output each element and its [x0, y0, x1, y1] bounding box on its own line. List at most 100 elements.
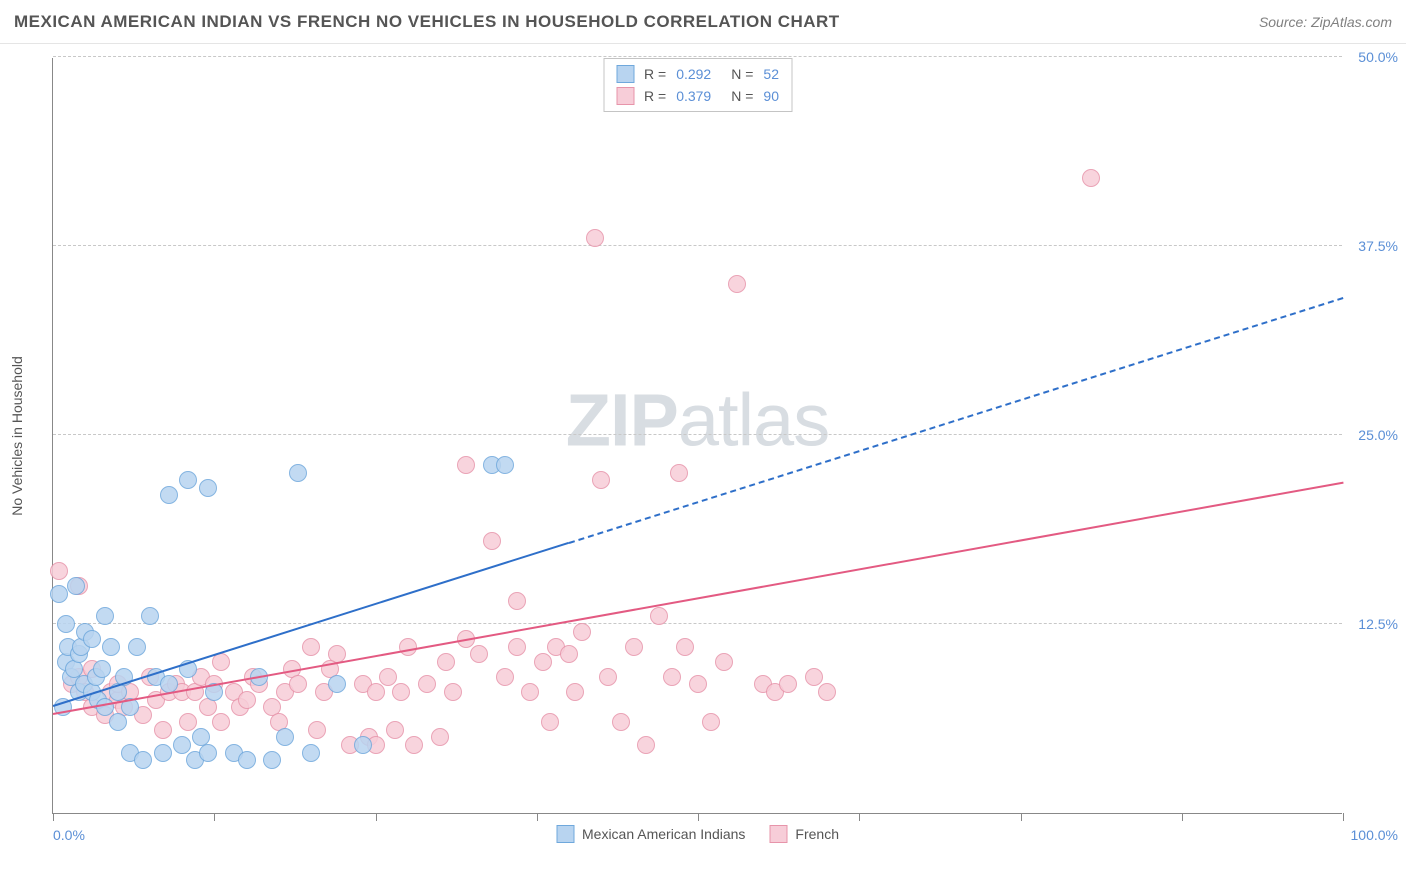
data-point	[83, 630, 101, 648]
legend-row: R =0.292N =52	[616, 63, 779, 85]
data-point	[379, 668, 397, 686]
source-link[interactable]: ZipAtlas.com	[1311, 14, 1392, 30]
data-point	[566, 683, 584, 701]
data-point	[670, 464, 688, 482]
data-point	[160, 486, 178, 504]
data-point	[128, 638, 146, 656]
scatter-plot: ZIPatlas No Vehicles in Household R =0.2…	[52, 58, 1342, 814]
x-tick	[1021, 813, 1022, 821]
data-point	[637, 736, 655, 754]
legend-item: Mexican American Indians	[556, 825, 745, 843]
data-point	[521, 683, 539, 701]
data-point	[560, 645, 578, 663]
x-tick	[537, 813, 538, 821]
data-point	[470, 645, 488, 663]
data-point	[599, 668, 617, 686]
data-point	[96, 698, 114, 716]
data-point	[728, 275, 746, 293]
data-point	[289, 675, 307, 693]
data-point	[50, 585, 68, 603]
data-point	[431, 728, 449, 746]
data-point	[141, 607, 159, 625]
data-point	[663, 668, 681, 686]
legend-swatch	[616, 87, 634, 105]
data-point	[109, 713, 127, 731]
data-point	[93, 660, 111, 678]
data-point	[50, 562, 68, 580]
y-tick-label: 37.5%	[1348, 238, 1398, 254]
data-point	[702, 713, 720, 731]
data-point	[179, 471, 197, 489]
x-tick	[1182, 813, 1183, 821]
data-point	[392, 683, 410, 701]
y-tick-label: 25.0%	[1348, 427, 1398, 443]
x-tick	[859, 813, 860, 821]
data-point	[179, 713, 197, 731]
data-point	[586, 229, 604, 247]
data-point	[444, 683, 462, 701]
data-point	[418, 675, 436, 693]
series-legend: Mexican American Indians French	[556, 825, 839, 843]
x-axis-min-label: 0.0%	[53, 827, 85, 843]
y-axis-title: No Vehicles in Household	[9, 356, 25, 516]
x-tick	[698, 813, 699, 821]
grid-line	[53, 245, 1342, 246]
data-point	[367, 683, 385, 701]
watermark: ZIPatlas	[566, 378, 829, 463]
data-point	[689, 675, 707, 693]
data-point	[508, 638, 526, 656]
legend-swatch	[616, 65, 634, 83]
data-point	[625, 638, 643, 656]
data-point	[715, 653, 733, 671]
data-point	[541, 713, 559, 731]
data-point	[1082, 169, 1100, 187]
data-point	[496, 456, 514, 474]
legend-swatch	[556, 825, 574, 843]
x-tick	[1343, 813, 1344, 821]
data-point	[154, 721, 172, 739]
data-point	[96, 607, 114, 625]
y-tick-label: 12.5%	[1348, 616, 1398, 632]
legend-swatch	[769, 825, 787, 843]
data-point	[173, 736, 191, 754]
data-point	[134, 751, 152, 769]
data-point	[779, 675, 797, 693]
data-point	[612, 713, 630, 731]
data-point	[399, 638, 417, 656]
data-point	[276, 728, 294, 746]
source-attribution: Source: ZipAtlas.com	[1259, 14, 1392, 30]
grid-line	[53, 623, 1342, 624]
legend-row: R =0.379N =90	[616, 85, 779, 107]
data-point	[263, 751, 281, 769]
grid-line	[53, 56, 1342, 57]
x-tick	[53, 813, 54, 821]
data-point	[67, 577, 85, 595]
x-tick	[376, 813, 377, 821]
data-point	[592, 471, 610, 489]
legend-item: French	[769, 825, 839, 843]
data-point	[405, 736, 423, 754]
data-point	[386, 721, 404, 739]
data-point	[199, 744, 217, 762]
data-point	[154, 744, 172, 762]
data-point	[238, 691, 256, 709]
data-point	[483, 532, 501, 550]
data-point	[102, 638, 120, 656]
data-point	[57, 615, 75, 633]
data-point	[199, 479, 217, 497]
data-point	[534, 653, 552, 671]
data-point	[573, 623, 591, 641]
trend-line	[53, 542, 570, 707]
data-point	[805, 668, 823, 686]
y-tick-label: 50.0%	[1348, 49, 1398, 65]
x-axis-max-label: 100.0%	[1351, 827, 1398, 843]
data-point	[354, 736, 372, 754]
data-point	[457, 456, 475, 474]
data-point	[508, 592, 526, 610]
data-point	[437, 653, 455, 671]
chart-title: MEXICAN AMERICAN INDIAN VS FRENCH NO VEH…	[14, 12, 840, 32]
data-point	[289, 464, 307, 482]
x-tick	[214, 813, 215, 821]
data-point	[308, 721, 326, 739]
data-point	[212, 713, 230, 731]
